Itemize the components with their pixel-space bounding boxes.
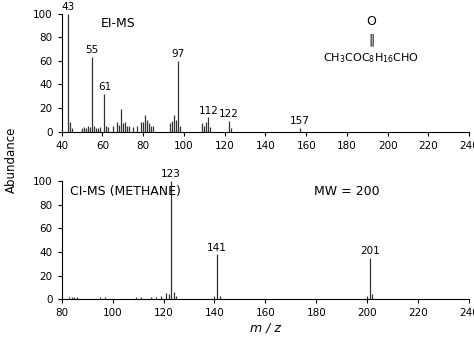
Text: 157: 157 bbox=[290, 116, 310, 126]
Text: 55: 55 bbox=[86, 46, 99, 55]
Text: CI-MS (METHANE): CI-MS (METHANE) bbox=[70, 185, 181, 198]
Text: 112: 112 bbox=[199, 106, 219, 116]
Text: 122: 122 bbox=[219, 109, 239, 119]
Text: EI-MS: EI-MS bbox=[100, 17, 135, 30]
Text: CH$_3$COC$_8$H$_{16}$CHO: CH$_3$COC$_8$H$_{16}$CHO bbox=[323, 51, 419, 65]
Text: 97: 97 bbox=[171, 49, 184, 59]
Text: ∥: ∥ bbox=[368, 34, 374, 47]
Text: Abundance: Abundance bbox=[5, 126, 18, 193]
Text: 141: 141 bbox=[207, 242, 227, 253]
Text: MW = 200: MW = 200 bbox=[314, 185, 380, 198]
Text: 123: 123 bbox=[161, 169, 181, 180]
Text: O: O bbox=[366, 15, 376, 28]
Text: 201: 201 bbox=[360, 246, 380, 256]
Text: 43: 43 bbox=[61, 2, 74, 12]
Text: 61: 61 bbox=[98, 82, 111, 92]
X-axis label: m / z: m / z bbox=[250, 321, 281, 334]
